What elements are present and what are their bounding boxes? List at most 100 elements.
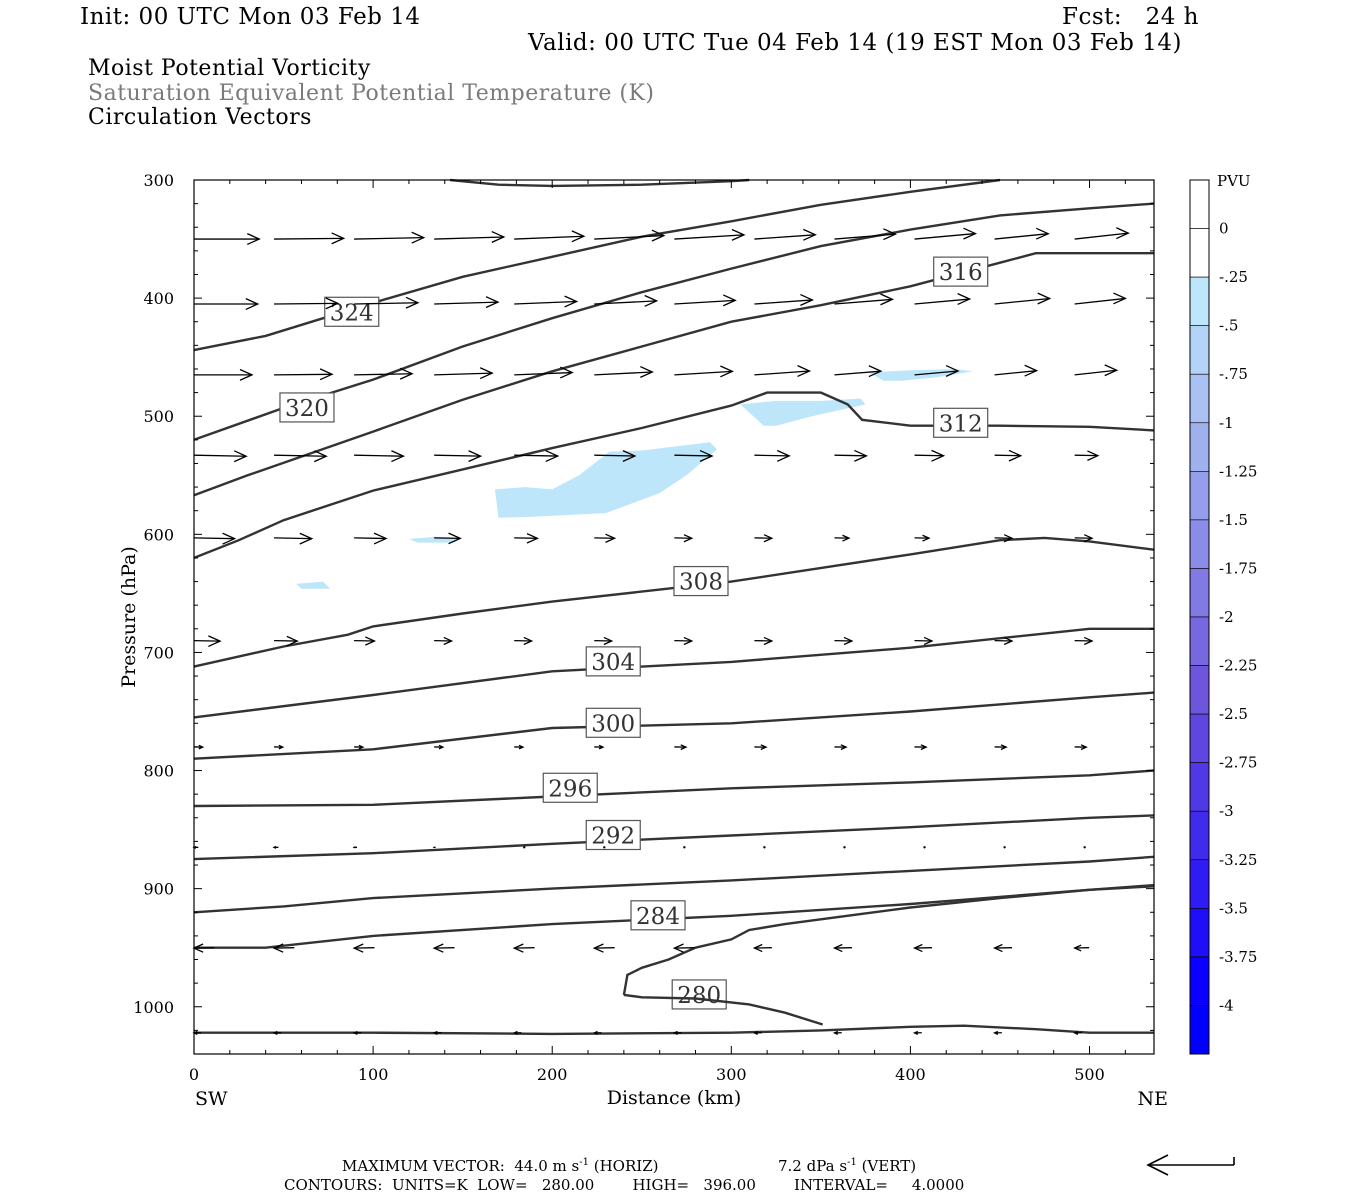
wind-vector: [1073, 1030, 1082, 1035]
wind-vector: [354, 367, 414, 380]
wind-vector: [994, 449, 1023, 462]
vector-dot: [603, 846, 606, 849]
wind-vector: [1074, 744, 1088, 751]
wind-vector: [594, 636, 614, 646]
colorbar-bin: [1189, 228, 1210, 278]
wind-vector: [514, 230, 586, 243]
wind-vector: [993, 1030, 1002, 1035]
wind-vector: [834, 636, 854, 646]
colorbar-bin: [1189, 1005, 1210, 1055]
wind-vector: [274, 232, 346, 245]
y-axis-label: Pressure (hPa): [118, 546, 140, 688]
colorbar-bin: [1189, 325, 1210, 375]
wind-vector: [1074, 534, 1094, 543]
thetae-contour-280: [622, 883, 1155, 996]
colorbar-bin: [1189, 713, 1210, 763]
colorbar-bin: [1189, 179, 1210, 229]
wind-vector: [674, 228, 746, 241]
wind-vector: [993, 943, 1013, 953]
thetae-contour-304: [193, 627, 1154, 719]
colorbar-label: -1: [1219, 414, 1234, 432]
wind-vector: [914, 293, 972, 306]
wind-vector: [674, 449, 714, 462]
wind-vector: [914, 744, 928, 751]
wind-vector: [354, 636, 377, 646]
wind-vector: [914, 364, 960, 377]
wind-vector: [912, 943, 932, 953]
colorbar-label: -3.25: [1219, 851, 1257, 869]
wind-vector: [434, 636, 454, 646]
field-title-thetae: Saturation Equivalent Potential Temperat…: [88, 81, 655, 106]
y-tick-label: 500: [143, 407, 174, 426]
endpoint-left: SW: [195, 1088, 228, 1110]
wind-vector: [674, 294, 737, 307]
wind-vector: [194, 368, 254, 381]
colorbar-label: -1.75: [1219, 559, 1257, 577]
contour-label-box: [671, 979, 727, 1010]
wind-vector: [272, 845, 279, 849]
wind-vector: [193, 532, 237, 545]
wind-vector: [754, 636, 774, 646]
colorbar-label: -1.25: [1219, 462, 1257, 480]
y-tick-label: 1000: [133, 998, 174, 1017]
wind-vector: [432, 943, 455, 953]
wind-vector: [434, 450, 483, 463]
wind-vector: [674, 636, 694, 646]
wind-vector: [354, 744, 365, 750]
contour-label: 300: [591, 711, 635, 737]
thetae-contour-328: [449, 178, 750, 188]
wind-vector: [434, 744, 445, 750]
pv-shaded-region: [494, 442, 717, 518]
init-time: Init: 00 UTC Mon 03 Feb 14: [80, 4, 421, 30]
colorbar-label: -2.75: [1219, 754, 1257, 772]
wind-vector: [194, 298, 260, 311]
y-tick-label: 300: [143, 171, 174, 190]
wind-vector: [592, 1030, 602, 1035]
wind-vector: [754, 744, 768, 751]
wind-vector: [594, 294, 659, 307]
thetae-contour-296: [193, 769, 1155, 808]
thetae-contour-280: [194, 1024, 1154, 1036]
endpoint-right: NE: [1138, 1088, 1169, 1110]
wind-vector: [994, 227, 1050, 240]
wind-vector: [754, 293, 815, 306]
colorbar-label: -3.75: [1219, 948, 1257, 966]
thetae-contour-320: [193, 202, 1155, 441]
wind-vector: [752, 943, 772, 953]
wind-vector: [912, 1030, 922, 1035]
wind-vector: [834, 449, 868, 462]
wind-vector: [274, 368, 334, 381]
vector-dot: [523, 846, 526, 849]
wind-vector: [272, 943, 295, 953]
wind-vector: [272, 1030, 282, 1035]
field-title-vectors: Circulation Vectors: [88, 105, 312, 130]
wind-vector: [752, 1030, 762, 1035]
wind-vector: [994, 636, 1014, 646]
wind-vector: [594, 365, 654, 378]
wind-vector: [194, 233, 261, 246]
contour-label-box: [673, 565, 729, 597]
wind-vector: [672, 943, 695, 953]
thetae-contour-308: [193, 536, 1155, 668]
contour-label-box: [542, 772, 598, 803]
contour-label: 280: [677, 983, 721, 1009]
wind-vector: [1074, 450, 1100, 461]
wind-vector: [914, 449, 946, 462]
wind-vector: [994, 534, 1014, 543]
wind-vector: [834, 365, 883, 378]
thetae-contour-300: [193, 691, 1155, 760]
wind-vector: [512, 943, 535, 953]
wind-vector: [754, 228, 817, 241]
wind-vector: [914, 636, 934, 646]
wind-vector: [514, 366, 574, 379]
colorbar-label: -3.5: [1219, 899, 1248, 917]
wind-vector: [754, 449, 791, 462]
wind-vector: [514, 450, 560, 463]
wind-vector: [514, 744, 525, 750]
wind-vector: [592, 943, 615, 953]
wind-vector: [432, 846, 436, 849]
colorbar-bin: [1189, 471, 1210, 521]
wind-vector: [434, 296, 500, 309]
vector-dot: [1003, 846, 1006, 849]
colorbar-bin: [1189, 276, 1210, 326]
